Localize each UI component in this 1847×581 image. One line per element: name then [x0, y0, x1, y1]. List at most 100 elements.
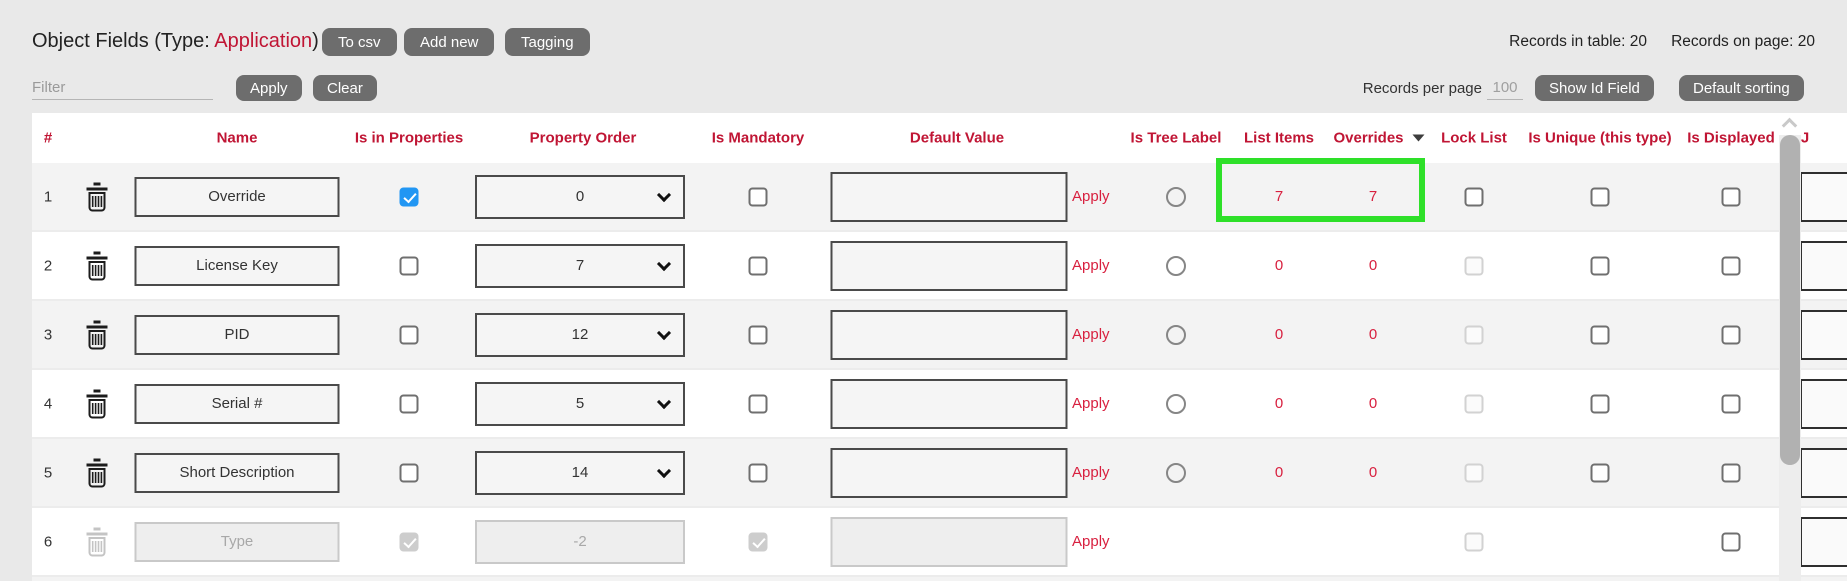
is-unique-checkbox[interactable]	[1590, 463, 1610, 482]
name-input[interactable]	[134, 383, 340, 424]
overrides-link[interactable]: 7	[1368, 187, 1378, 205]
column-header-list-items[interactable]: List Items	[1243, 129, 1315, 147]
apply-link[interactable]: Apply	[1072, 187, 1110, 205]
column-header-property-order[interactable]: Property Order	[529, 129, 637, 147]
delete-icon[interactable]	[84, 526, 111, 557]
is-mandatory-checkbox[interactable]	[748, 394, 768, 413]
is-in-properties-checkbox[interactable]	[399, 463, 419, 482]
column-header-name[interactable]: Name	[216, 129, 258, 147]
default-sorting-button[interactable]: Default sorting	[1679, 75, 1804, 101]
default-value-input[interactable]	[830, 378, 1068, 429]
lock-list-checkbox[interactable]	[1464, 463, 1484, 482]
extra-cutoff-input[interactable]	[1800, 447, 1847, 498]
property-order-select[interactable]: 0	[475, 174, 685, 219]
is-tree-label-radio[interactable]	[1166, 393, 1186, 414]
lock-list-checkbox[interactable]	[1464, 532, 1484, 551]
list-items-link[interactable]: 0	[1274, 463, 1284, 481]
column-header-is-in-properties[interactable]: Is in Properties	[354, 129, 464, 147]
is-mandatory-checkbox[interactable]	[748, 187, 768, 206]
property-order-select[interactable]: 14	[475, 450, 685, 495]
extra-cutoff-input[interactable]	[1800, 240, 1847, 291]
is-unique-checkbox[interactable]	[1590, 394, 1610, 413]
default-value-input[interactable]	[830, 309, 1068, 360]
delete-icon[interactable]	[84, 250, 111, 281]
apply-link[interactable]: Apply	[1072, 325, 1110, 343]
is-tree-label-radio[interactable]	[1166, 462, 1186, 483]
delete-icon[interactable]	[84, 319, 111, 350]
is-displayed-checkbox[interactable]	[1721, 325, 1741, 344]
apply-link[interactable]: Apply	[1072, 532, 1110, 550]
property-order-select[interactable]: -2	[475, 519, 685, 564]
records-per-page-input[interactable]	[1487, 76, 1523, 100]
is-in-properties-checkbox[interactable]	[399, 325, 419, 344]
is-in-properties-checkbox[interactable]	[399, 256, 419, 275]
is-in-properties-checkbox[interactable]	[399, 532, 419, 551]
apply-link[interactable]: Apply	[1072, 394, 1110, 412]
vertical-scrollbar[interactable]	[1779, 113, 1801, 581]
filter-clear-button[interactable]: Clear	[313, 75, 377, 101]
is-displayed-checkbox[interactable]	[1721, 256, 1741, 275]
scrollbar-thumb[interactable]	[1780, 135, 1800, 465]
column-header-default-value[interactable]: Default Value	[909, 129, 1005, 147]
is-displayed-checkbox[interactable]	[1721, 394, 1741, 413]
to-csv-button[interactable]: To csv	[322, 28, 397, 56]
extra-cutoff-input[interactable]	[1800, 378, 1847, 429]
is-unique-checkbox[interactable]	[1590, 187, 1610, 206]
name-input[interactable]	[134, 245, 340, 286]
is-mandatory-checkbox[interactable]	[748, 463, 768, 482]
lock-list-checkbox[interactable]	[1464, 394, 1484, 413]
is-unique-checkbox[interactable]	[1590, 325, 1610, 344]
is-displayed-checkbox[interactable]	[1721, 187, 1741, 206]
name-input[interactable]	[134, 176, 340, 217]
column-header-overrides[interactable]: Overrides	[1333, 130, 1425, 147]
name-input[interactable]	[134, 521, 340, 562]
overrides-link[interactable]: 0	[1368, 463, 1378, 481]
is-tree-label-radio[interactable]	[1166, 255, 1186, 276]
is-in-properties-checkbox[interactable]	[399, 187, 419, 206]
filter-input[interactable]	[32, 76, 213, 100]
apply-link[interactable]: Apply	[1072, 256, 1110, 274]
list-items-link[interactable]: 0	[1274, 394, 1284, 412]
list-items-link[interactable]: 7	[1274, 187, 1284, 205]
is-in-properties-checkbox[interactable]	[399, 394, 419, 413]
name-input[interactable]	[134, 452, 340, 493]
apply-link[interactable]: Apply	[1072, 463, 1110, 481]
extra-cutoff-input[interactable]	[1800, 171, 1847, 222]
list-items-link[interactable]: 0	[1274, 256, 1284, 274]
is-displayed-checkbox[interactable]	[1721, 532, 1741, 551]
default-value-input[interactable]	[830, 447, 1068, 498]
name-input[interactable]	[134, 314, 340, 355]
tagging-button[interactable]: Tagging	[505, 28, 590, 56]
list-items-link[interactable]: 0	[1274, 325, 1284, 343]
is-mandatory-checkbox[interactable]	[748, 256, 768, 275]
extra-cutoff-input[interactable]	[1800, 516, 1847, 567]
overrides-link[interactable]: 0	[1368, 394, 1378, 412]
is-mandatory-checkbox[interactable]	[748, 532, 768, 551]
show-id-field-button[interactable]: Show Id Field	[1535, 75, 1654, 101]
delete-icon[interactable]	[84, 388, 111, 419]
delete-icon[interactable]	[84, 457, 111, 488]
column-header-is-mandatory[interactable]: Is Mandatory	[711, 129, 805, 147]
column-header-is-unique[interactable]: Is Unique (this type)	[1528, 129, 1672, 147]
is-displayed-checkbox[interactable]	[1721, 463, 1741, 482]
column-header-is-tree-label[interactable]: Is Tree Label	[1130, 129, 1222, 147]
filter-apply-button[interactable]: Apply	[236, 75, 302, 101]
default-value-input[interactable]	[830, 171, 1068, 222]
add-new-button[interactable]: Add new	[404, 28, 495, 56]
is-unique-checkbox[interactable]	[1590, 256, 1610, 275]
default-value-input[interactable]	[830, 240, 1068, 291]
is-tree-label-radio[interactable]	[1166, 186, 1186, 207]
property-order-select[interactable]: 7	[475, 243, 685, 288]
lock-list-checkbox[interactable]	[1464, 256, 1484, 275]
delete-icon[interactable]	[84, 181, 111, 212]
column-header-j-cutoff[interactable]: J	[1800, 129, 1810, 147]
default-value-input[interactable]	[830, 516, 1068, 567]
property-order-select[interactable]: 5	[475, 381, 685, 426]
is-tree-label-radio[interactable]	[1166, 324, 1186, 345]
overrides-link[interactable]: 0	[1368, 325, 1378, 343]
is-mandatory-checkbox[interactable]	[748, 325, 768, 344]
overrides-link[interactable]: 0	[1368, 256, 1378, 274]
lock-list-checkbox[interactable]	[1464, 187, 1484, 206]
extra-cutoff-input[interactable]	[1800, 309, 1847, 360]
column-header-lock-list[interactable]: Lock List	[1441, 129, 1507, 147]
